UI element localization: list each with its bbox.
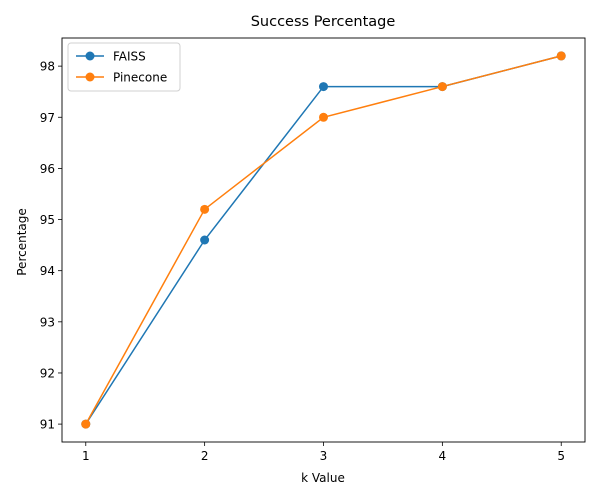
series-pinecone [81, 51, 566, 429]
data-point [81, 419, 91, 429]
x-tick-label: 3 [320, 449, 328, 463]
data-point [200, 204, 210, 214]
series-line [85, 55, 562, 425]
series-line [85, 55, 562, 425]
legend: FAISS Pinecone [67, 42, 181, 92]
y-tick-label: 93 [40, 315, 55, 329]
plot-frame [61, 37, 586, 443]
data-point [200, 235, 210, 245]
chart-title: Success Percentage [251, 14, 396, 30]
y-tick-label: 96 [40, 162, 55, 176]
y-axis-label: Percentage [15, 208, 29, 276]
x-tick-label: 5 [557, 449, 565, 463]
y-tick-label: 92 [40, 366, 55, 380]
legend-box [67, 42, 181, 92]
y-tick-label: 94 [40, 264, 55, 278]
legend-marker [85, 51, 95, 61]
x-tick-label: 1 [82, 449, 90, 463]
y-tick-label: 98 [40, 60, 55, 74]
data-point [319, 82, 328, 92]
x-tick-label: 2 [201, 449, 209, 463]
data-point [437, 82, 447, 92]
legend-label: FAISS [113, 50, 146, 64]
x-axis-label: k Value [301, 471, 345, 485]
data-point [319, 112, 328, 122]
y-tick-label: 95 [40, 213, 55, 227]
x-axis-ticks: 1 2 3 4 5 [82, 442, 565, 463]
y-axis-ticks: 91 92 93 94 95 96 97 98 [40, 60, 62, 432]
legend-label: Pinecone [113, 71, 167, 85]
series-faiss [81, 51, 566, 429]
legend-marker [85, 72, 95, 82]
y-tick-label: 91 [40, 418, 55, 432]
x-tick-label: 4 [439, 449, 447, 463]
series-layer [81, 51, 566, 429]
y-tick-label: 97 [40, 111, 55, 125]
data-point [556, 51, 566, 61]
